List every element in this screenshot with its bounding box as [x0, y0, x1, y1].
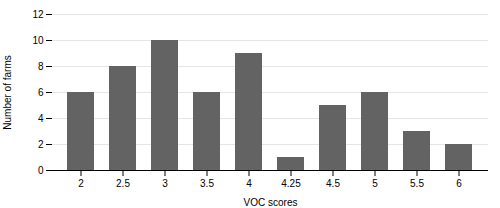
svg-text:VOC scores: VOC scores: [244, 197, 298, 208]
svg-text:12: 12: [32, 9, 44, 20]
svg-text:3.5: 3.5: [200, 178, 214, 189]
svg-text:Number of farms: Number of farms: [2, 55, 13, 129]
svg-text:0: 0: [38, 165, 44, 176]
svg-text:2.5: 2.5: [116, 178, 130, 189]
svg-text:3: 3: [162, 178, 168, 189]
svg-text:4: 4: [38, 113, 44, 124]
svg-text:6: 6: [456, 178, 462, 189]
svg-text:4: 4: [246, 178, 252, 189]
svg-text:5.5: 5.5: [410, 178, 424, 189]
svg-text:4.5: 4.5: [326, 178, 340, 189]
svg-text:2: 2: [78, 178, 84, 189]
svg-text:6: 6: [38, 87, 44, 98]
svg-text:10: 10: [32, 35, 44, 46]
svg-text:4.25: 4.25: [281, 178, 301, 189]
svg-text:5: 5: [372, 178, 378, 189]
svg-text:8: 8: [38, 61, 44, 72]
svg-text:2: 2: [38, 139, 44, 150]
